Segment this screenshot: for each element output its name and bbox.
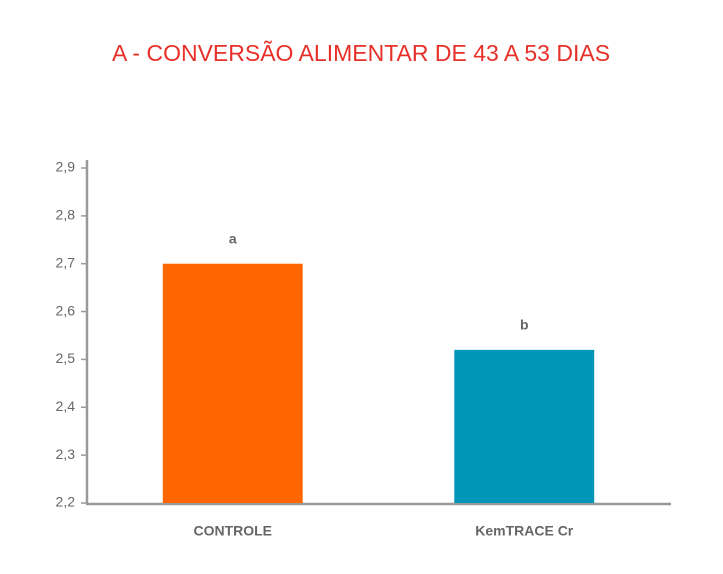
y-tick-label: 2,3 bbox=[56, 446, 76, 462]
chart-title: A - CONVERSÃO ALIMENTAR DE 43 A 53 DIAS bbox=[112, 40, 610, 66]
bar bbox=[162, 263, 303, 503]
x-tick-label: KemTRACE Cr bbox=[475, 523, 574, 539]
bar-annotation: a bbox=[229, 230, 237, 246]
bar bbox=[454, 349, 595, 503]
y-tick-label: 2,2 bbox=[56, 494, 76, 510]
y-tick-label: 2,5 bbox=[56, 350, 76, 366]
y-tick-label: 2,6 bbox=[56, 302, 76, 318]
x-tick-label: CONTROLE bbox=[193, 523, 272, 539]
y-tick-label: 2,4 bbox=[56, 398, 76, 414]
y-tick-label: 2,8 bbox=[56, 207, 76, 223]
y-tick-label: 2,7 bbox=[56, 254, 76, 270]
bar-annotation: b bbox=[520, 317, 529, 333]
y-tick-label: 2,9 bbox=[56, 159, 76, 175]
